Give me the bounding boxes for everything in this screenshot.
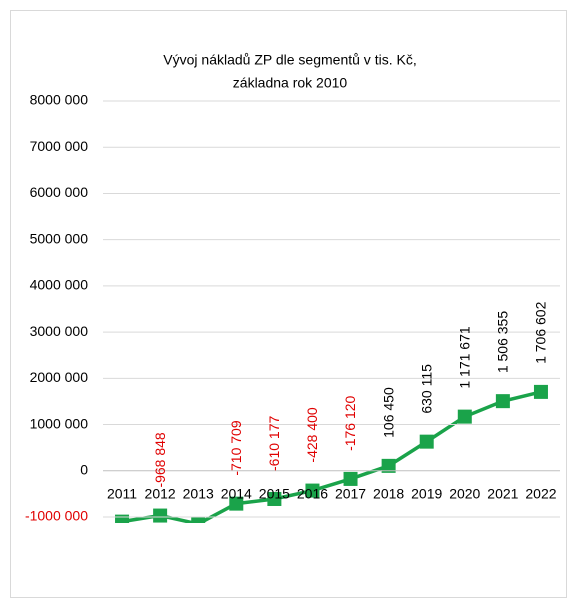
x-tick-label: 2019 — [411, 485, 442, 501]
y-tick-label: 8000 000 — [30, 92, 89, 108]
marker — [153, 508, 168, 523]
marker — [229, 496, 244, 511]
marker — [457, 409, 472, 424]
x-tick-label: 2014 — [221, 485, 252, 501]
marker — [495, 394, 510, 409]
y-tick-label: 1000 000 — [30, 415, 89, 431]
x-tick-label: 2016 — [297, 485, 328, 501]
x-tick-label: 2011 — [107, 485, 137, 501]
y-tick-label: 3000 000 — [30, 323, 89, 339]
x-tick-label: 2021 — [487, 485, 518, 501]
chart-title: Vývoj nákladů ZP dle segmentů v tis. Kč, — [163, 52, 416, 68]
x-tick-label: 2013 — [183, 485, 214, 501]
data-label: 106 450 — [380, 387, 396, 438]
y-tick-label: 4000 000 — [30, 277, 89, 293]
x-tick-label: 2012 — [145, 485, 176, 501]
marker — [343, 471, 358, 486]
y-tick-label: 5000 000 — [30, 230, 89, 246]
data-label: -968 848 — [152, 432, 168, 487]
chart-border — [10, 10, 567, 598]
data-label: 1 506 355 — [495, 311, 511, 373]
chart-title: základna rok 2010 — [233, 75, 348, 91]
data-label: -428 400 — [304, 407, 320, 462]
y-tick-label: 2000 000 — [30, 369, 89, 385]
plot-area — [115, 384, 548, 523]
x-tick-label: 2018 — [373, 485, 404, 501]
x-tick-label: 2022 — [525, 485, 556, 501]
marker — [305, 483, 320, 498]
marker — [419, 434, 434, 449]
marker — [267, 491, 282, 506]
y-tick-label: 6000 000 — [30, 184, 89, 200]
x-tick-label: 2015 — [259, 485, 290, 501]
y-tick-label: 0 — [80, 461, 88, 477]
data-label: -610 177 — [266, 415, 282, 470]
y-tick-label: 7000 000 — [30, 138, 89, 154]
marker — [381, 458, 396, 473]
y-tick-label: -1000 000 — [25, 508, 88, 524]
data-label: 630 115 — [418, 364, 434, 414]
data-label: -176 120 — [342, 395, 358, 450]
marker — [533, 384, 548, 399]
data-label: -710 709 — [228, 420, 244, 475]
marker — [191, 516, 206, 523]
x-tick-label: 2017 — [335, 485, 366, 501]
data-label: 1 171 671 — [456, 326, 472, 388]
data-label: 1 706 602 — [533, 301, 549, 363]
marker — [115, 514, 130, 523]
x-tick-label: 2020 — [449, 485, 480, 501]
